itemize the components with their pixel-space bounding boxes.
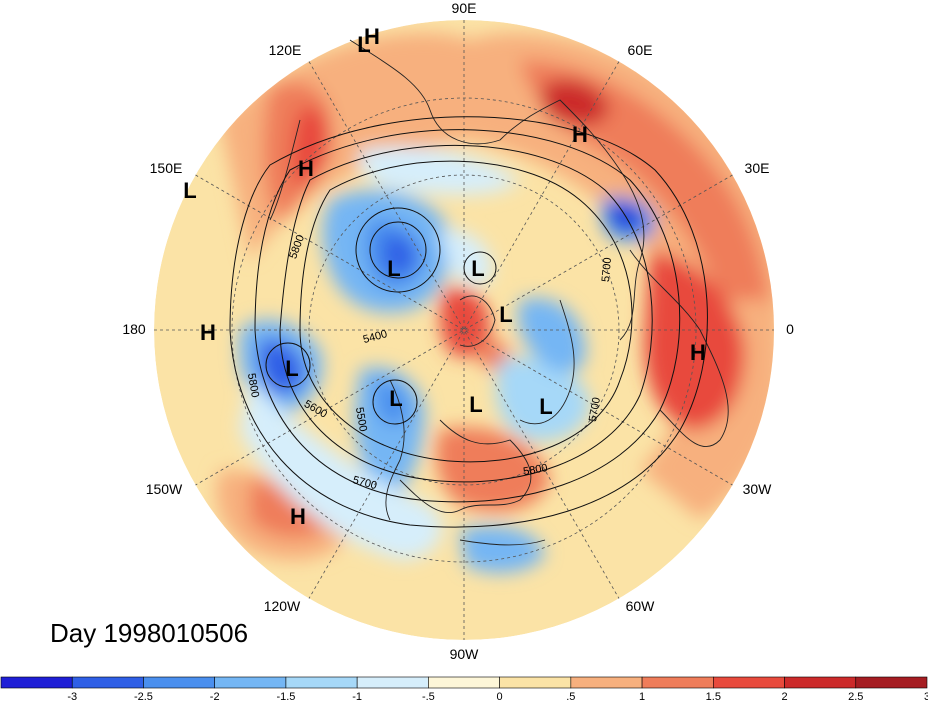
lon-label-120w: 120W — [264, 598, 301, 614]
colorbar-swatch — [570, 676, 643, 689]
colorbar-swatch — [143, 676, 215, 689]
lon-label-0: 0 — [786, 321, 794, 337]
low-pressure-marker: L — [387, 256, 400, 281]
low-pressure-marker: L — [499, 302, 512, 327]
colorbar-tick-label: 0 — [497, 691, 503, 702]
colorbar-tick-label: -1 — [352, 691, 362, 702]
colorbar-tick-label: 3 — [924, 691, 928, 702]
colorbar-tick-label: -2 — [210, 691, 220, 702]
lon-label-90w: 90W — [450, 646, 480, 662]
coastlines — [269, 39, 729, 546]
colorbar-tick-label: 1 — [639, 691, 645, 702]
timestamp-label: Day 1998010506 — [50, 618, 249, 648]
low-pressure-marker: L — [183, 178, 196, 203]
lon-label-60e: 60E — [628, 42, 653, 58]
colorbar-labels: -3 -2.5 -2 -1.5 -1 -.5 0 .5 1 1.5 2 2.5 3 — [67, 691, 928, 702]
lon-label-150w: 150W — [146, 481, 183, 497]
low-pressure-marker: L — [471, 256, 484, 281]
high-pressure-marker: H — [572, 122, 588, 147]
low-pressure-marker: L — [389, 386, 402, 411]
high-pressure-marker: H — [290, 504, 306, 529]
colorbar-swatch — [428, 676, 500, 689]
low-pressure-marker: L — [285, 356, 298, 381]
colorbar-swatch — [71, 676, 144, 689]
high-pressure-marker: H — [200, 320, 216, 345]
lon-label-60w: 60W — [626, 598, 656, 614]
colorbar-tick-label: -.5 — [422, 691, 435, 702]
low-pressure-marker: L — [539, 394, 552, 419]
height-contours — [229, 116, 708, 528]
colorbar-swatch — [499, 676, 572, 689]
lon-label-150e: 150E — [150, 160, 183, 176]
colorbar-swatch — [784, 676, 857, 689]
contour-label: 5800 — [245, 372, 261, 398]
colorbar-swatch — [356, 676, 429, 689]
low-pressure-marker: L — [357, 32, 370, 57]
lon-label-30w: 30W — [743, 481, 773, 497]
colorbar-tick-label: 2.5 — [848, 691, 863, 702]
colorbar: -3 -2.5 -2 -1.5 -1 -.5 0 .5 1 1.5 2 2.5 3 — [0, 676, 928, 702]
high-pressure-marker: H — [690, 340, 706, 365]
colorbar-tick-label: -3 — [67, 691, 77, 702]
contour-label: 5700 — [600, 257, 614, 282]
lon-label-90e: 90E — [452, 0, 477, 16]
colorbar-swatch — [214, 676, 287, 689]
colorbar-swatch — [641, 676, 714, 689]
colorbar-swatch — [0, 676, 73, 689]
colorbar-tick-label: 2 — [781, 691, 787, 702]
lon-label-30e: 30E — [745, 160, 770, 176]
colorbar-swatch — [713, 676, 785, 689]
colorbar-tick-label: .5 — [566, 691, 575, 702]
colorbar-tick-label: -2.5 — [134, 691, 153, 702]
colorbar-tick-label: -1.5 — [276, 691, 295, 702]
lon-label-120e: 120E — [269, 42, 302, 58]
colorbar-swatch — [285, 676, 358, 689]
low-pressure-marker: L — [469, 392, 482, 417]
contour-label: 5800 — [522, 462, 548, 478]
colorbar-swatch — [855, 676, 928, 689]
lon-label-180: 180 — [122, 321, 146, 337]
contour-label: 5700 — [587, 396, 603, 422]
colorbar-tick-label: 1.5 — [706, 691, 721, 702]
high-pressure-marker: H — [298, 156, 314, 181]
high-pressure-marker: H — [364, 24, 380, 49]
longitude-labels: 90E 60E 30E 0 30W 60W 90W 120W 150W 180 150E 120E — [122, 0, 794, 662]
contour-label: 5500 — [353, 406, 369, 432]
colorbar-swatches — [0, 676, 928, 689]
